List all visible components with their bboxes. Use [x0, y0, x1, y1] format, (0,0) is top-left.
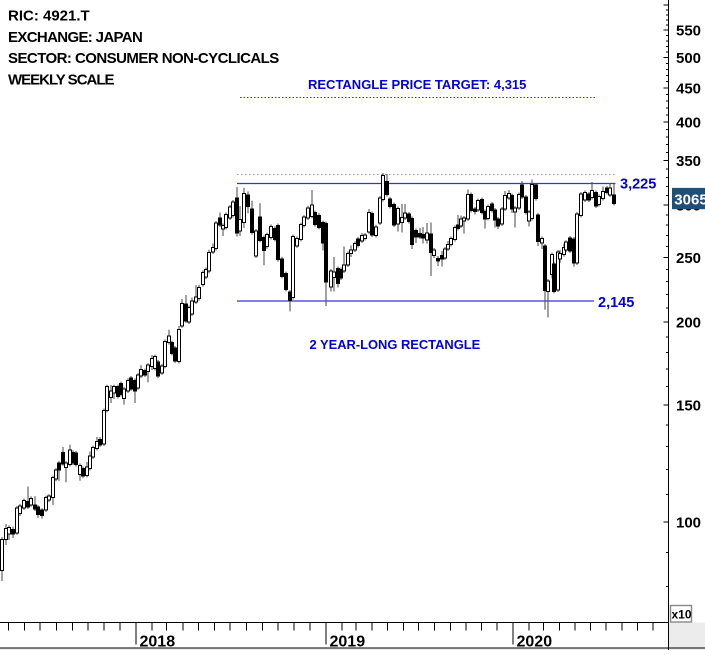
svg-text:x10: x10 [672, 607, 692, 621]
svg-text:2 YEAR-LONG RECTANGLE: 2 YEAR-LONG RECTANGLE [310, 337, 481, 352]
svg-text:200: 200 [676, 314, 701, 331]
svg-text:250: 250 [676, 250, 701, 267]
svg-text:3,225: 3,225 [620, 177, 656, 193]
svg-text:100: 100 [676, 514, 701, 531]
svg-text:2020: 2020 [517, 634, 553, 651]
svg-text:150: 150 [676, 397, 701, 414]
svg-text:RECTANGLE PRICE TARGET: 4,315: RECTANGLE PRICE TARGET: 4,315 [308, 77, 526, 92]
svg-text:SECTOR: CONSUMER NON-CYCLICALS: SECTOR: CONSUMER NON-CYCLICALS [8, 50, 279, 67]
svg-text:3065: 3065 [674, 192, 705, 209]
svg-text:2,145: 2,145 [598, 295, 634, 311]
svg-text:500: 500 [676, 50, 701, 67]
svg-text:450: 450 [676, 80, 701, 97]
svg-text:400: 400 [676, 114, 701, 131]
svg-text:550: 550 [676, 23, 701, 40]
svg-text:WEEKLY SCALE: WEEKLY SCALE [8, 71, 115, 88]
svg-text:2019: 2019 [330, 634, 366, 651]
svg-text:2018: 2018 [140, 634, 176, 651]
svg-text:RIC: 4921.T: RIC: 4921.T [8, 8, 90, 25]
svg-text:350: 350 [676, 153, 701, 170]
svg-text:EXCHANGE: JAPAN: EXCHANGE: JAPAN [8, 29, 142, 46]
